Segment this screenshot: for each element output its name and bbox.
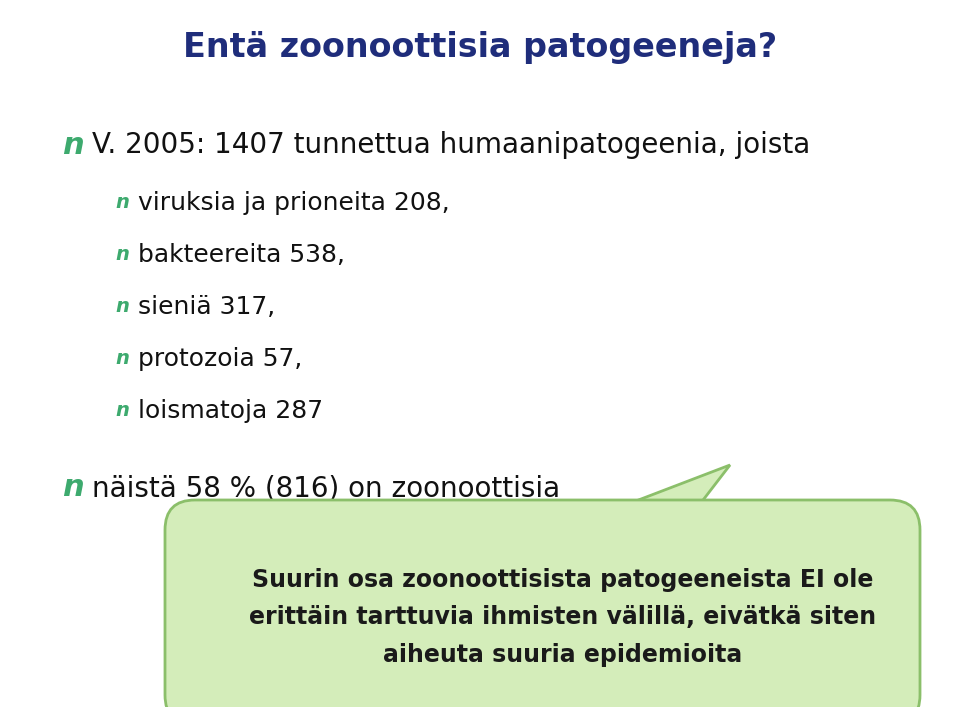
Text: Entä zoonoottisia patogeeneja?: Entä zoonoottisia patogeeneja? <box>183 32 777 64</box>
Text: V. 2005: 1407 tunnettua humaanipatogeenia, joista: V. 2005: 1407 tunnettua humaanipatogeeni… <box>92 131 810 159</box>
Text: n: n <box>115 245 129 264</box>
Text: näistä 58 % (816) on zoonoottisia: näistä 58 % (816) on zoonoottisia <box>92 474 560 502</box>
Text: n: n <box>115 194 129 213</box>
Text: n: n <box>115 402 129 421</box>
Text: protozoia 57,: protozoia 57, <box>138 347 302 371</box>
Text: n: n <box>115 298 129 317</box>
Text: n: n <box>115 349 129 368</box>
Text: Suurin osa zoonoottisista patogeeneista EI ole
erittäin tarttuvia ihmisten välil: Suurin osa zoonoottisista patogeeneista … <box>249 568 876 667</box>
Text: viruksia ja prioneita 208,: viruksia ja prioneita 208, <box>138 191 449 215</box>
Polygon shape <box>563 528 677 538</box>
Text: sieniä 317,: sieniä 317, <box>138 295 276 319</box>
Text: loismatoja 287: loismatoja 287 <box>138 399 324 423</box>
Text: n: n <box>62 131 84 160</box>
Text: bakteereita 538,: bakteereita 538, <box>138 243 345 267</box>
Polygon shape <box>560 465 730 530</box>
Text: n: n <box>62 474 84 503</box>
FancyBboxPatch shape <box>165 500 920 707</box>
